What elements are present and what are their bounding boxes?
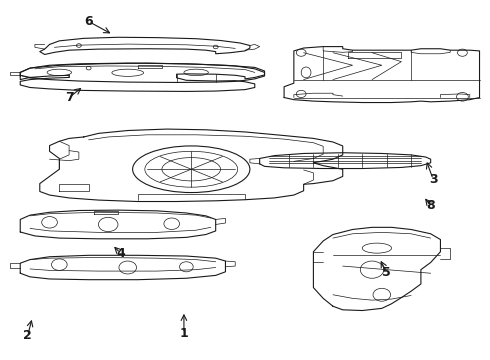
Text: 6: 6: [84, 15, 93, 28]
Text: 8: 8: [426, 199, 435, 212]
Text: 1: 1: [179, 327, 188, 340]
Text: 3: 3: [429, 173, 438, 186]
Text: 5: 5: [382, 266, 391, 279]
Polygon shape: [40, 129, 343, 202]
Polygon shape: [284, 46, 480, 103]
Text: 7: 7: [65, 91, 74, 104]
Polygon shape: [314, 227, 441, 311]
Text: 4: 4: [116, 247, 125, 260]
Polygon shape: [20, 255, 225, 280]
Polygon shape: [260, 153, 431, 168]
Polygon shape: [20, 63, 265, 91]
Polygon shape: [20, 210, 216, 239]
Polygon shape: [40, 37, 250, 54]
Text: 2: 2: [23, 329, 32, 342]
Polygon shape: [20, 63, 265, 82]
